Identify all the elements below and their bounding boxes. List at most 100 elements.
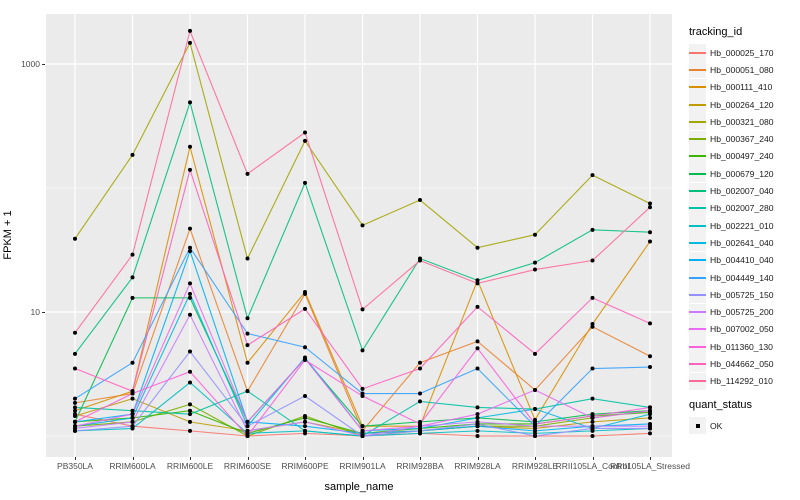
- data-point: [648, 205, 652, 210]
- legend-entry: Hb_000367_240: [689, 130, 799, 148]
- legend-entry-label: OK: [710, 420, 723, 431]
- legend-entry-label: Hb_000264_120: [710, 99, 774, 110]
- x-tick-label: RRIM600LA: [109, 461, 156, 471]
- data-point: [303, 419, 307, 424]
- y-tick-mark: [42, 64, 45, 65]
- data-point: [188, 408, 192, 413]
- x-tick-mark: [592, 457, 594, 460]
- legend-entry: Hb_000051_080: [689, 61, 799, 79]
- data-point: [533, 428, 537, 433]
- data-point: [590, 227, 595, 232]
- y-tick-label: 10: [30, 307, 40, 317]
- x-tick-label: RRIM600PE: [281, 461, 329, 471]
- x-tick-label: RRII105LA_Stressed: [610, 461, 690, 471]
- data-point: [130, 275, 135, 280]
- legend-entry-label: Hb_114292_010: [710, 376, 773, 387]
- data-point: [648, 365, 652, 370]
- data-point: [130, 389, 135, 394]
- data-point: [188, 245, 192, 250]
- data-point: [533, 407, 537, 412]
- legend-key-line-icon: [689, 259, 706, 262]
- data-point: [245, 434, 250, 438]
- data-point: [475, 245, 480, 250]
- data-point: [418, 360, 422, 365]
- data-point: [648, 424, 652, 429]
- data-point: [418, 366, 422, 371]
- data-point: [590, 419, 595, 424]
- legend-entry: Hb_011360_130: [689, 338, 799, 356]
- data-point: [73, 351, 77, 356]
- data-point: [73, 419, 77, 424]
- data-point: [245, 171, 250, 176]
- legend-entry-label: Hb_004410_040: [710, 255, 774, 266]
- data-point: [475, 405, 480, 410]
- data-point: [418, 421, 422, 426]
- data-point: [188, 281, 192, 286]
- data-point: [73, 408, 77, 413]
- legend-key: [689, 147, 706, 165]
- x-tick-label: RRII105LA_Control: [555, 461, 630, 471]
- x-tick-mark: [420, 457, 421, 460]
- data-point: [188, 226, 192, 231]
- data-point: [303, 180, 307, 185]
- legend-key-line-icon: [689, 241, 706, 244]
- data-point: [418, 391, 422, 396]
- legend-key: [689, 355, 706, 373]
- data-point: [533, 387, 537, 392]
- data-point: [360, 424, 365, 429]
- data-point: [590, 295, 595, 300]
- data-point: [245, 360, 250, 365]
- line-chart: [46, 14, 672, 457]
- data-point: [533, 260, 537, 265]
- data-point: [188, 295, 192, 300]
- data-point: [303, 130, 307, 135]
- data-point: [648, 230, 652, 235]
- data-point: [418, 428, 422, 433]
- legend-title-quant-status: quant_status: [689, 398, 752, 411]
- legend-key: [689, 372, 706, 390]
- data-point: [475, 346, 480, 351]
- data-point: [590, 424, 595, 429]
- point-square-icon: [695, 423, 700, 428]
- x-tick-label: RRIM600SE: [223, 461, 272, 471]
- data-point: [245, 331, 250, 336]
- legend-key: [689, 338, 706, 356]
- data-point: [533, 267, 537, 272]
- legend-key-line-icon: [689, 138, 706, 141]
- data-point: [590, 396, 595, 401]
- legend-entry: Hb_002221_010: [689, 217, 799, 235]
- x-axis-title: sample_name: [324, 481, 394, 493]
- legend-key-line-icon: [689, 190, 706, 193]
- data-point: [360, 307, 365, 312]
- data-point: [130, 152, 135, 157]
- legend-entry: Hb_002641_040: [689, 234, 799, 252]
- legend-key-line-icon: [689, 86, 706, 89]
- data-point: [303, 358, 307, 363]
- data-point: [245, 424, 250, 429]
- data-point: [130, 415, 135, 420]
- data-point: [188, 249, 192, 254]
- data-point: [130, 412, 135, 417]
- x-tick-mark: [247, 457, 249, 460]
- data-point: [188, 144, 192, 149]
- legend-key: [689, 199, 706, 217]
- data-point: [360, 348, 365, 353]
- data-point: [245, 419, 250, 424]
- data-point: [360, 394, 365, 399]
- data-point: [533, 232, 537, 237]
- legend-entry-label: Hb_007002_050: [710, 324, 774, 335]
- legend-title-tracking-id: tracking_id: [689, 26, 743, 38]
- x-tick-mark: [75, 457, 76, 460]
- legend: tracking_id Hb_000025_170 Hb_000051_080 Hb…: [689, 26, 799, 435]
- data-point: [360, 386, 365, 391]
- data-point: [245, 256, 250, 261]
- data-point: [303, 415, 307, 420]
- data-point: [303, 424, 307, 429]
- data-point: [590, 322, 595, 327]
- data-point: [648, 408, 652, 413]
- data-point: [130, 252, 135, 257]
- data-point: [648, 415, 652, 420]
- legend-key-line-icon: [689, 345, 706, 348]
- legend-key-line-icon: [689, 155, 706, 158]
- data-point: [360, 223, 365, 228]
